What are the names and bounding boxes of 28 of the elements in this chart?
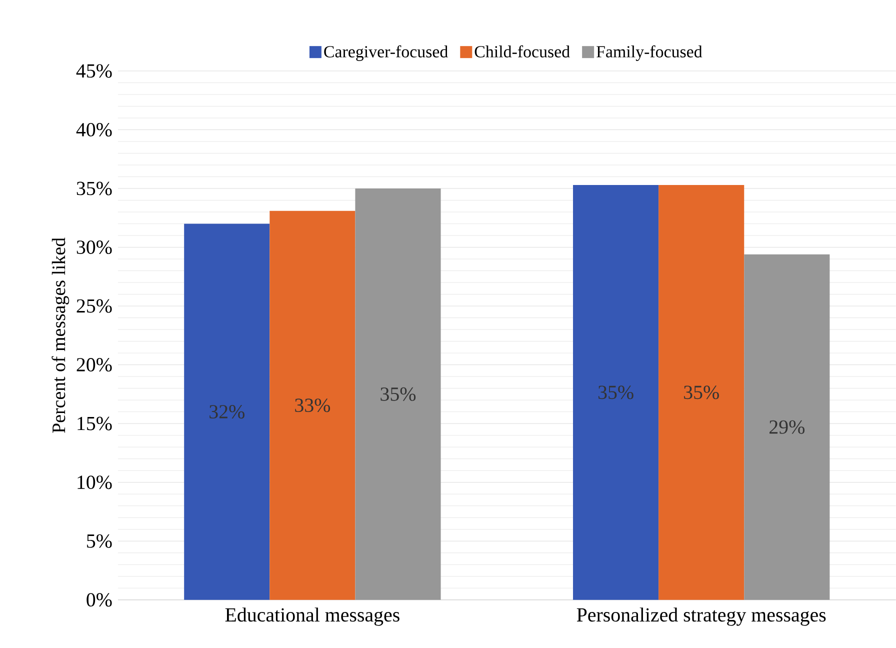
bar bbox=[744, 254, 830, 600]
y-tick-label: 20% bbox=[76, 358, 112, 372]
bar bbox=[573, 185, 659, 600]
legend-label: Caregiver-focused bbox=[324, 45, 448, 62]
y-tick-label: 30% bbox=[76, 240, 112, 254]
bar bbox=[270, 210, 356, 600]
bar bbox=[658, 185, 744, 600]
y-tick-label: 0% bbox=[86, 593, 112, 607]
bar bbox=[355, 188, 441, 600]
data-label: 29% bbox=[770, 420, 804, 434]
data-label: 35% bbox=[684, 386, 719, 400]
y-tick-label: 40% bbox=[76, 123, 112, 137]
legend-label: Family-focused bbox=[596, 45, 702, 62]
data-label: 33% bbox=[295, 398, 330, 412]
data-label: 32% bbox=[210, 405, 244, 419]
y-tick-label: 15% bbox=[78, 416, 112, 430]
y-axis-title: Percent of messages liked bbox=[52, 238, 70, 433]
y-tick-label: 25% bbox=[76, 299, 112, 313]
x-tick-label: Educational messages bbox=[225, 608, 400, 626]
x-tick-label: Personalized strategy messages bbox=[576, 608, 826, 626]
y-tick-label: 5% bbox=[87, 534, 112, 548]
y-tick-label: 35% bbox=[76, 182, 112, 196]
data-label: 35% bbox=[380, 388, 416, 402]
y-tick-label: 45% bbox=[76, 64, 112, 78]
y-tick-label: 10% bbox=[78, 476, 112, 490]
legend-label: Child-focused bbox=[474, 45, 570, 58]
data-label: 35% bbox=[598, 386, 634, 400]
bar bbox=[184, 224, 270, 600]
